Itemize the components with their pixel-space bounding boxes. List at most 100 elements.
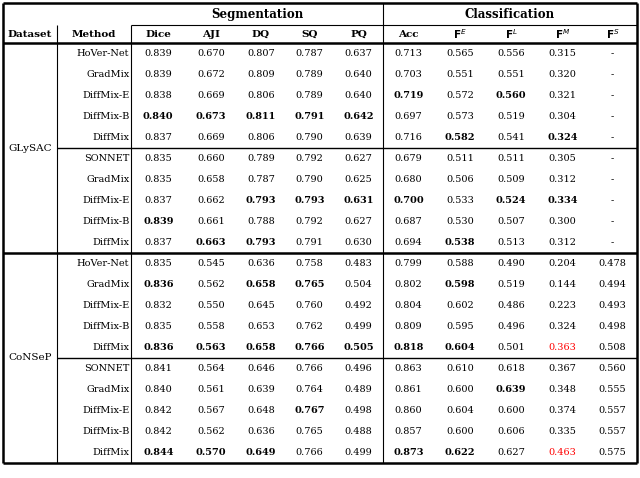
Text: 0.504: 0.504 [344, 280, 372, 289]
Text: DiffMix-B: DiffMix-B [82, 427, 129, 436]
Text: 0.679: 0.679 [395, 154, 422, 163]
Text: Method: Method [72, 30, 116, 39]
Text: 0.324: 0.324 [548, 322, 577, 331]
Text: 0.787: 0.787 [247, 175, 275, 184]
Text: 0.758: 0.758 [296, 259, 324, 268]
Text: 0.498: 0.498 [344, 406, 372, 415]
Text: -: - [611, 196, 614, 205]
Text: 0.575: 0.575 [599, 448, 627, 457]
Text: 0.604: 0.604 [446, 406, 474, 415]
Text: 0.637: 0.637 [344, 49, 372, 58]
Text: 0.639: 0.639 [344, 133, 372, 142]
Text: 0.836: 0.836 [143, 343, 173, 352]
Text: 0.496: 0.496 [497, 322, 525, 331]
Text: 0.658: 0.658 [246, 343, 276, 352]
Text: 0.840: 0.840 [143, 112, 173, 121]
Text: 0.499: 0.499 [344, 322, 372, 331]
Text: -: - [611, 133, 614, 142]
Text: 0.802: 0.802 [395, 280, 422, 289]
Text: 0.627: 0.627 [344, 154, 372, 163]
Text: Acc: Acc [398, 30, 419, 39]
Text: 0.669: 0.669 [197, 91, 225, 100]
Text: 0.680: 0.680 [395, 175, 422, 184]
Text: DiffMix: DiffMix [92, 238, 129, 247]
Text: 0.315: 0.315 [548, 49, 577, 58]
Text: 0.604: 0.604 [445, 343, 476, 352]
Text: 0.489: 0.489 [344, 385, 372, 394]
Text: DiffMix-E: DiffMix-E [82, 301, 129, 310]
Text: 0.304: 0.304 [548, 112, 577, 121]
Text: 0.687: 0.687 [395, 217, 422, 226]
Text: CoNSeP: CoNSeP [8, 354, 52, 362]
Text: 0.509: 0.509 [497, 175, 525, 184]
Text: 0.636: 0.636 [247, 259, 275, 268]
Text: 0.558: 0.558 [197, 322, 225, 331]
Text: 0.600: 0.600 [446, 427, 474, 436]
Text: GradMix: GradMix [86, 280, 129, 289]
Text: DiffMix-B: DiffMix-B [82, 217, 129, 226]
Text: -: - [611, 49, 614, 58]
Text: 0.670: 0.670 [197, 49, 225, 58]
Text: 0.791: 0.791 [294, 112, 325, 121]
Text: DiffMix-B: DiffMix-B [82, 322, 129, 331]
Text: 0.661: 0.661 [197, 217, 225, 226]
Text: 0.719: 0.719 [394, 91, 424, 100]
Text: 0.789: 0.789 [296, 70, 324, 79]
Text: Dataset: Dataset [8, 30, 52, 39]
Text: 0.792: 0.792 [296, 217, 324, 226]
Text: 0.861: 0.861 [395, 385, 422, 394]
Text: 0.809: 0.809 [395, 322, 422, 331]
Text: 0.488: 0.488 [344, 427, 372, 436]
Text: SONNET: SONNET [84, 154, 129, 163]
Text: 0.374: 0.374 [548, 406, 577, 415]
Text: 0.807: 0.807 [247, 49, 275, 58]
Text: 0.625: 0.625 [344, 175, 372, 184]
Text: 0.561: 0.561 [197, 385, 225, 394]
Text: 0.555: 0.555 [599, 385, 627, 394]
Text: 0.766: 0.766 [296, 448, 324, 457]
Text: 0.787: 0.787 [296, 49, 324, 58]
Text: 0.551: 0.551 [497, 70, 525, 79]
Text: DiffMix: DiffMix [92, 343, 129, 352]
Text: 0.560: 0.560 [496, 91, 527, 100]
Text: 0.694: 0.694 [395, 238, 422, 247]
Text: PQ: PQ [350, 30, 367, 39]
Text: 0.809: 0.809 [247, 70, 275, 79]
Text: 0.860: 0.860 [395, 406, 422, 415]
Text: 0.541: 0.541 [497, 133, 525, 142]
Text: 0.658: 0.658 [246, 280, 276, 289]
Text: DiffMix-E: DiffMix-E [82, 91, 129, 100]
Text: 0.806: 0.806 [247, 91, 275, 100]
Text: 0.766: 0.766 [296, 364, 324, 373]
Text: 0.841: 0.841 [145, 364, 172, 373]
Text: 0.669: 0.669 [197, 133, 225, 142]
Text: 0.765: 0.765 [296, 427, 324, 436]
Text: 0.630: 0.630 [344, 238, 372, 247]
Text: 0.703: 0.703 [395, 70, 422, 79]
Text: 0.838: 0.838 [145, 91, 172, 100]
Text: SONNET: SONNET [84, 364, 129, 373]
Text: 0.494: 0.494 [598, 280, 627, 289]
Text: 0.646: 0.646 [247, 364, 275, 373]
Text: 0.839: 0.839 [143, 217, 173, 226]
Text: 0.642: 0.642 [343, 112, 374, 121]
Text: 0.563: 0.563 [196, 343, 226, 352]
Text: Dice: Dice [145, 30, 172, 39]
Text: 0.367: 0.367 [548, 364, 577, 373]
Text: 0.505: 0.505 [343, 343, 374, 352]
Text: 0.844: 0.844 [143, 448, 173, 457]
Text: HoVer-Net: HoVer-Net [77, 49, 129, 58]
Text: 0.335: 0.335 [548, 427, 577, 436]
Text: 0.762: 0.762 [296, 322, 324, 331]
Text: 0.627: 0.627 [497, 448, 525, 457]
Text: 0.766: 0.766 [294, 343, 325, 352]
Text: 0.658: 0.658 [197, 175, 225, 184]
Text: 0.507: 0.507 [497, 217, 525, 226]
Text: $\mathbf{F}^{\mathit{L}}$: $\mathbf{F}^{\mathit{L}}$ [505, 27, 518, 41]
Text: 0.144: 0.144 [548, 280, 577, 289]
Text: 0.640: 0.640 [344, 70, 372, 79]
Text: -: - [611, 91, 614, 100]
Text: 0.791: 0.791 [296, 238, 324, 247]
Text: 0.557: 0.557 [599, 427, 627, 436]
Text: 0.863: 0.863 [395, 364, 422, 373]
